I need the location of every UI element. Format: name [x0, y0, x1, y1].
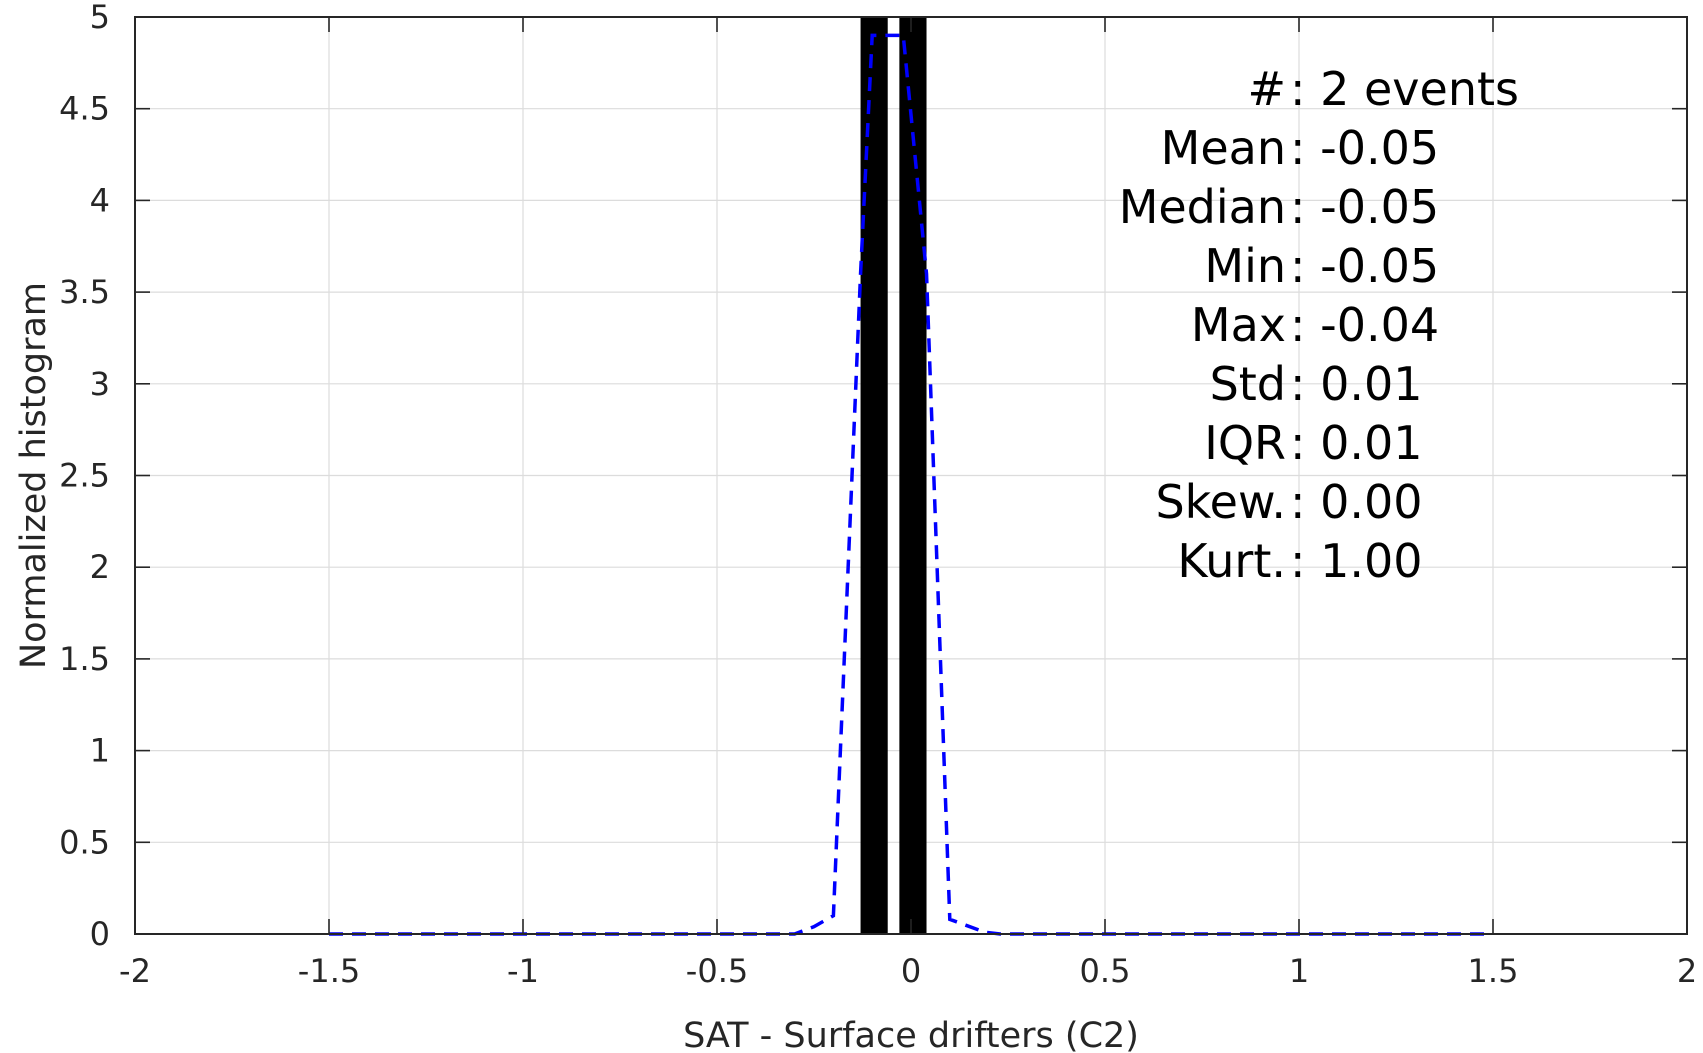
y-tick-label: 3: [90, 365, 110, 403]
y-tick-label: 2: [90, 548, 110, 586]
y-tick-label: 0.5: [59, 823, 110, 861]
stat-name: #: [1247, 62, 1286, 116]
y-tick-labels: 0 0.5 1 1.5 2 2.5 3 3.5 4 4.5 5: [59, 0, 110, 953]
stat-value: : 2 events: [1290, 62, 1519, 116]
axis-ticks: [134, 16, 1688, 935]
x-tick-label: -1.5: [298, 952, 360, 990]
stat-value: : 0.01: [1290, 357, 1423, 411]
stat-name: Median: [1119, 180, 1286, 234]
stat-value: : -0.05: [1290, 180, 1439, 234]
stat-name: IQR: [1204, 416, 1286, 470]
fit-line: [329, 33, 1493, 936]
stat-name: Max: [1191, 298, 1286, 352]
x-tick-label: 1.5: [1468, 952, 1519, 990]
x-tick-label: -1: [507, 952, 539, 990]
x-tick-label: -2: [119, 952, 151, 990]
stat-value: : -0.05: [1290, 121, 1439, 175]
y-axis-label: Normalized histogram: [14, 282, 54, 669]
stat-value: : 0.00: [1290, 475, 1423, 529]
y-tick-label: 3.5: [59, 273, 110, 311]
y-tick-label: 4.5: [59, 90, 110, 128]
x-tick-label: 1: [1289, 952, 1309, 990]
x-tick-label: 0.5: [1080, 952, 1131, 990]
y-tick-label: 1: [90, 732, 110, 770]
stat-name: Std: [1210, 357, 1286, 411]
x-tick-labels: -2 -1.5 -1 -0.5 0 0.5 1 1.5 2: [119, 952, 1697, 990]
y-tick-label: 2.5: [59, 457, 110, 495]
fit-line-group: [329, 33, 1493, 936]
stat-value: : 0.01: [1290, 416, 1423, 470]
x-tick-label: 2: [1677, 952, 1697, 990]
x-axis-label: SAT - Surface drifters (C2): [683, 1016, 1139, 1053]
y-tick-label: 5: [90, 0, 110, 36]
y-tick-label: 1.5: [59, 640, 110, 678]
stat-value: : -0.05: [1290, 239, 1439, 293]
stat-value: : -0.04: [1290, 298, 1439, 352]
x-tick-label: 0: [901, 952, 921, 990]
y-tick-label: 0: [90, 915, 110, 953]
histogram-bar: [899, 17, 927, 934]
stat-name: Kurt.: [1177, 534, 1286, 588]
stat-name: Mean: [1161, 121, 1286, 175]
y-tick-label: 4: [90, 181, 110, 219]
stat-name: Min: [1204, 239, 1286, 293]
x-tick-label: -0.5: [686, 952, 748, 990]
stat-value: : 1.00: [1290, 534, 1423, 588]
stat-name: Skew.: [1155, 475, 1286, 529]
